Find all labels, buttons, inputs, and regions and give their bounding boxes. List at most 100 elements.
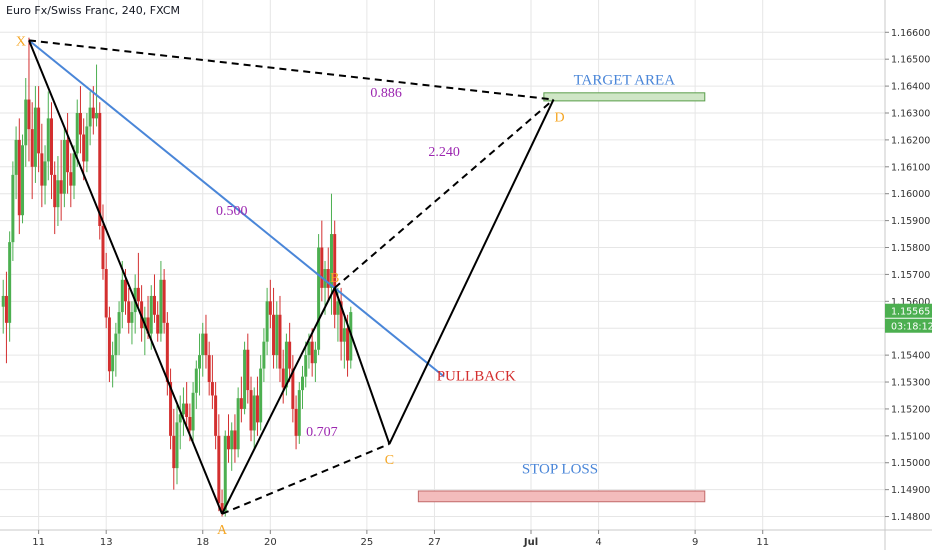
candle-body [85, 126, 89, 162]
candle-body [201, 333, 205, 356]
candle-body [17, 139, 21, 216]
candle-body [310, 341, 314, 364]
candle-body [262, 341, 266, 369]
candle-body [124, 279, 128, 302]
candle-body [40, 153, 44, 186]
candle-body [236, 398, 240, 450]
target-area-zone [543, 92, 706, 102]
candle-body [21, 145, 25, 216]
pattern-point-D: D [554, 111, 564, 126]
candle-body [111, 355, 115, 372]
candle-body [268, 301, 272, 315]
candle-body [56, 180, 60, 208]
candle-body [294, 408, 298, 436]
candle-body [37, 107, 41, 154]
y-tick-label: 1.16200 [891, 135, 930, 146]
candle-body [156, 314, 160, 334]
candle-body [117, 312, 121, 334]
candle-body [169, 382, 173, 436]
candle-body [149, 295, 153, 334]
candle-body [336, 301, 340, 315]
candle-body [152, 295, 156, 315]
ratio-label: 2.240 [428, 145, 460, 160]
y-tick-label: 1.15000 [891, 458, 930, 469]
candle-body [204, 333, 208, 356]
candle-body [188, 417, 192, 431]
candle-body [210, 382, 214, 396]
candle-body [320, 247, 324, 288]
candle-body [43, 161, 47, 186]
candle-body [249, 390, 253, 431]
candle-body [278, 314, 282, 369]
candle-body [217, 435, 221, 504]
countdown-tag [885, 318, 932, 333]
pattern-point-C: C [385, 453, 394, 468]
candle-body [281, 368, 285, 388]
candle-body [78, 112, 82, 135]
candle-body [46, 118, 50, 162]
candle-body [62, 139, 66, 194]
x-tick-label: 20 [264, 537, 277, 548]
candle-body [162, 279, 166, 323]
candle-body [255, 395, 259, 423]
candle-body [194, 368, 198, 393]
candle-body [59, 180, 63, 194]
x-tick-label: 11 [32, 537, 45, 548]
y-tick-label: 1.15300 [891, 378, 930, 389]
y-tick-label: 1.15600 [891, 297, 930, 308]
candle-body [207, 355, 211, 383]
stop-loss-zone [417, 490, 706, 503]
candle-body [214, 395, 218, 436]
candle-body [346, 328, 350, 361]
candle-body [307, 341, 311, 356]
candle-body [275, 314, 279, 356]
candle-body [288, 341, 292, 369]
candle-body [101, 225, 105, 270]
candle-body [226, 435, 230, 450]
candle-body [239, 398, 243, 409]
y-tick-label: 1.16000 [891, 189, 930, 200]
y-tick-label: 1.15200 [891, 404, 930, 415]
candle-body [178, 414, 182, 423]
candle-body [27, 99, 31, 130]
xb-retracement-line [28, 39, 445, 378]
y-tick-label: 1.16500 [891, 55, 930, 66]
y-tick-label: 1.14900 [891, 485, 930, 496]
current-price-value: 1.15565 [891, 307, 930, 318]
candle-body [233, 430, 237, 450]
candle-body [66, 139, 70, 173]
candle-body [333, 234, 337, 315]
target-area-label: TARGET AREA [574, 73, 676, 89]
candle-body [185, 403, 189, 418]
candle-body [24, 99, 28, 146]
y-tick-label: 1.15400 [891, 351, 930, 362]
pattern-ratio-line-XD [28, 39, 554, 101]
candle-body [246, 349, 250, 391]
candle-body [165, 322, 169, 383]
candle-body [198, 355, 202, 369]
current-price-tag [885, 303, 932, 318]
candle-body [104, 269, 108, 318]
candle-body [127, 301, 131, 323]
candle-body [107, 317, 111, 372]
candle-body [326, 269, 330, 288]
y-tick-label: 1.16600 [891, 28, 930, 39]
candle-body [339, 301, 343, 342]
pattern-ratio-line-AC [221, 442, 390, 515]
candle-body [130, 312, 134, 323]
candle-body [88, 107, 92, 127]
x-tick-label: 11 [756, 537, 769, 548]
y-tick-label: 1.16400 [891, 82, 930, 93]
candle-body [120, 279, 124, 313]
candle-body [159, 279, 163, 334]
candle-body [69, 172, 73, 186]
x-tick-label: 9 [692, 537, 698, 548]
candle-body [98, 112, 102, 226]
pattern-ratio-line-BD [334, 98, 555, 289]
x-tick-label: 13 [100, 537, 113, 548]
candle-body [11, 174, 15, 243]
y-tick-label: 1.16300 [891, 108, 930, 119]
pattern-point-B: B [330, 271, 339, 286]
candle-body [1, 295, 5, 307]
